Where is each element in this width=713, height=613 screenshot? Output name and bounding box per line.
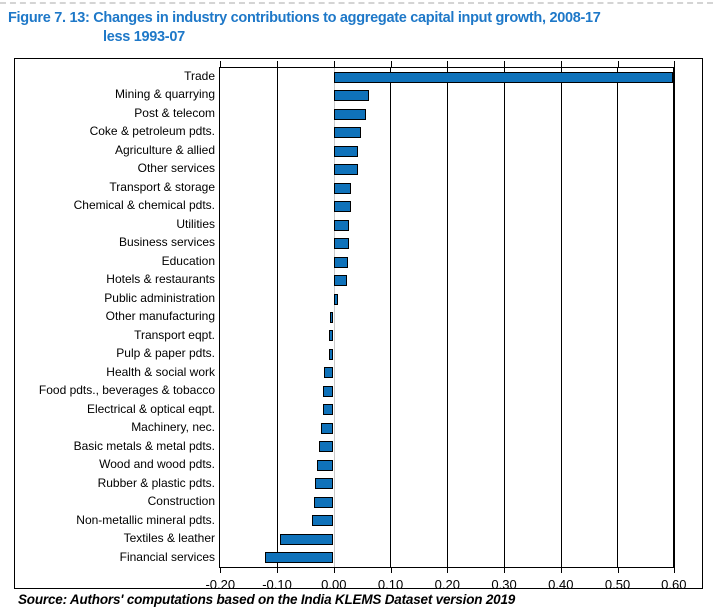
gridline: [447, 68, 448, 567]
category-label: Electrical & optical eqpt.: [86, 401, 215, 416]
x-tick-mark-top: [617, 61, 619, 67]
x-tick-label: 0.30: [491, 577, 517, 592]
gridline: [390, 68, 392, 567]
figure-title-line2: less 1993-07: [103, 28, 185, 45]
gridline: [276, 68, 278, 567]
x-tick-mark-bottom: [447, 567, 449, 574]
bar: [333, 219, 349, 231]
x-tick-mark-top: [220, 61, 222, 67]
category-label: Utilities: [176, 216, 215, 231]
bar: [333, 182, 352, 194]
bar: [321, 422, 334, 434]
category-label: Machinery, nec.: [131, 420, 215, 435]
bar: [265, 552, 334, 564]
x-tick-mark-top: [390, 61, 392, 67]
category-label: Chemical & chemical pdts.: [73, 198, 215, 213]
x-tick-mark-bottom: [220, 567, 222, 574]
bar: [333, 275, 347, 287]
x-tick-label: 0.20: [434, 577, 460, 592]
category-label: Transport eqpt.: [134, 327, 215, 342]
category-label: Agriculture & allied: [114, 142, 215, 157]
bar: [328, 348, 334, 360]
bar: [313, 496, 334, 508]
bar: [333, 145, 359, 157]
x-tick-mark-bottom: [673, 567, 675, 574]
x-tick-mark-bottom: [504, 567, 506, 574]
zero-axis-line: [333, 68, 335, 567]
gridline: [617, 68, 619, 567]
category-label: Pulp & paper pdts.: [116, 346, 215, 361]
bar: [315, 478, 334, 490]
x-tick-label: -0.20: [205, 577, 236, 592]
x-tick-mark-bottom: [617, 567, 619, 574]
category-label: Education: [161, 253, 215, 268]
x-tick-mark-top: [277, 61, 279, 67]
category-label: Other manufacturing: [105, 309, 215, 324]
category-label: Basic metals & metal pdts.: [73, 438, 215, 453]
x-tick-mark-bottom: [333, 567, 335, 574]
category-label: Trade: [184, 69, 215, 83]
bar: [317, 459, 334, 471]
x-tick-mark-top: [333, 61, 335, 67]
x-tick-label: 0.60: [661, 577, 687, 592]
bar: [333, 201, 352, 213]
gridline: [560, 68, 562, 567]
bar: [333, 238, 349, 250]
x-tick-label: 0.40: [548, 577, 574, 592]
page-top-rule: [0, 2, 713, 4]
category-label: Mining & quarrying: [114, 87, 215, 102]
gridline: [503, 68, 505, 567]
bar: [333, 90, 370, 102]
category-label: Wood and wood pdts.: [99, 457, 215, 472]
category-label: Textiles & leather: [123, 531, 215, 546]
chart-frame: Trade Mining & quarrying Post & telecom Cok…: [14, 58, 703, 592]
bar: [329, 312, 334, 323]
source-note: Source: Authors' computations based on t…: [18, 592, 516, 607]
x-tick-mark-top: [673, 61, 675, 67]
bar: [323, 385, 334, 397]
category-label: Post & telecom: [134, 105, 215, 120]
category-label: Other services: [137, 161, 215, 176]
x-tick-mark-top: [447, 61, 449, 67]
category-label: Rubber & plastic pdts.: [97, 475, 215, 490]
category-label: Food pdts., beverages & tobacco: [38, 383, 215, 398]
x-tick-label: 0.10: [377, 577, 404, 592]
x-tick-mark-bottom: [390, 567, 392, 574]
bar: [333, 293, 339, 305]
bar: [333, 71, 673, 83]
category-label: Business services: [118, 235, 215, 250]
x-tick-label: 0.00: [321, 577, 347, 592]
x-tick-mark-top: [560, 61, 562, 67]
category-label: Coke & petroleum pdts.: [89, 124, 215, 139]
figure-title-line1: Figure 7. 13: Changes in industry contri…: [8, 10, 601, 26]
figure-title: Figure 7. 13: Changes in industry contri…: [8, 9, 708, 46]
category-label: Non-metallic mineral pdts.: [76, 512, 215, 527]
bar: [323, 404, 334, 416]
bar: [333, 256, 348, 268]
gridline: [673, 68, 674, 567]
category-label: Health & social work: [106, 364, 215, 379]
bar: [280, 533, 334, 545]
bar: [311, 515, 334, 527]
bar: [324, 367, 334, 379]
category-label: Construction: [147, 494, 215, 509]
category-label: Transport & storage: [109, 179, 215, 194]
x-tick-label: -0.10: [262, 577, 292, 592]
category-label: Public administration: [104, 290, 215, 305]
x-tick-mark-top: [504, 61, 506, 67]
category-label: Financial services: [119, 549, 215, 564]
plot-area: [219, 67, 675, 568]
x-tick-mark-bottom: [277, 567, 279, 574]
bar: [333, 127, 362, 139]
bar: [333, 108, 367, 120]
x-tick-mark-bottom: [560, 567, 562, 574]
bar: [328, 330, 334, 342]
bar: [319, 441, 334, 453]
x-tick-label: 0.50: [604, 577, 631, 592]
category-label: Hotels & restaurants: [106, 272, 215, 287]
bar: [333, 164, 359, 176]
